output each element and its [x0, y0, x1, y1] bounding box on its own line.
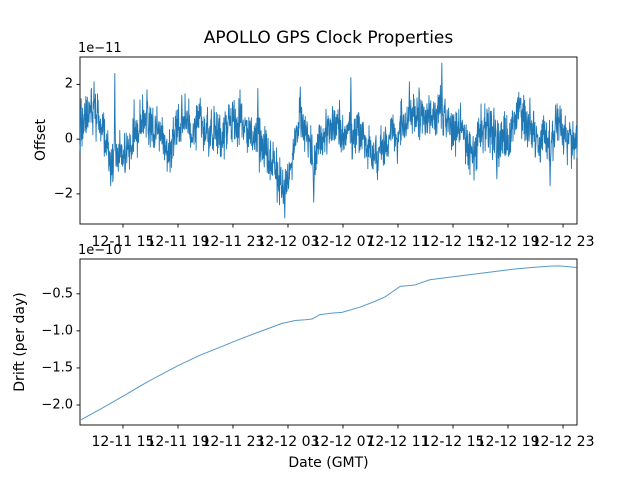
y-tick-label: 0 [64, 131, 73, 147]
y-tick-label: −2 [53, 186, 73, 202]
x-tick-label: 12-12 03 [256, 234, 320, 250]
y-tick-label: −0.5 [41, 286, 73, 302]
x-tick-label: 12-12 19 [476, 234, 540, 250]
chart-title: APOLLO GPS Clock Properties [203, 28, 454, 48]
x-tick-label: 12-11 23 [201, 234, 265, 250]
x-tick-label: 12-12 23 [531, 234, 595, 250]
offset-scale-label-top: 1e−11 [78, 41, 122, 56]
x-tick-label: 12-12 07 [311, 234, 375, 250]
x-tick-label: 12-12 15 [421, 434, 485, 450]
x-tick-label: 12-12 03 [256, 434, 320, 450]
offset-scale-label-bottom: 1e−10 [78, 243, 122, 258]
x-tick-label: 12-11 19 [146, 234, 210, 250]
x-tick-label: 12-12 19 [476, 434, 540, 450]
y-tick-label: 2 [64, 76, 73, 92]
y-tick-label: −2.0 [41, 397, 73, 413]
x-tick-label: 12-12 15 [421, 234, 485, 250]
y-axis-label-drift: Drift (per day) [12, 292, 28, 392]
x-tick-label: 12-11 15 [91, 234, 155, 250]
x-tick-label: 12-11 23 [201, 434, 265, 450]
y-axis-label-offset: Offset [33, 118, 49, 162]
x-tick-label: 12-12 23 [531, 434, 595, 450]
x-tick-label: 12-11 15 [91, 434, 155, 450]
x-tick-label: 12-12 11 [366, 434, 430, 450]
y-tick-label: −1.0 [41, 323, 73, 339]
x-axis-label-date: Date (GMT) [288, 455, 369, 471]
y-tick-label: −1.5 [41, 360, 73, 376]
x-tick-label: 12-12 11 [366, 234, 430, 250]
x-tick-label: 12-12 07 [311, 434, 375, 450]
x-tick-label: 12-11 19 [146, 434, 210, 450]
